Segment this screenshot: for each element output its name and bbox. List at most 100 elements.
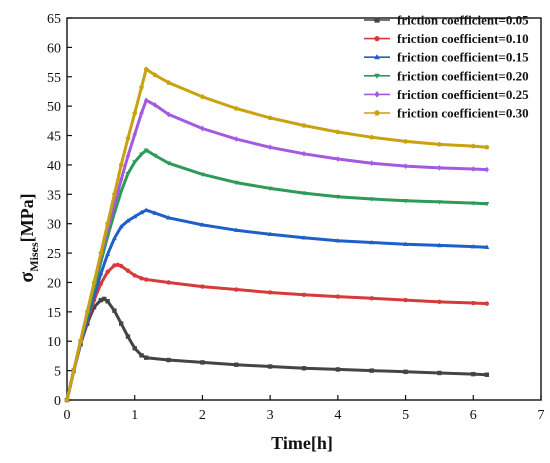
data-point (132, 110, 138, 116)
y-axis-title: σMises[MPa] (16, 193, 41, 282)
data-point (139, 353, 144, 358)
x-tick-label: 7 (538, 408, 545, 423)
data-point (111, 191, 117, 197)
series-4 (64, 148, 490, 403)
data-point (105, 221, 111, 226)
data-point (436, 141, 442, 147)
data-point (118, 162, 124, 168)
data-point (470, 243, 476, 249)
data-point (166, 161, 171, 166)
data-point (233, 180, 239, 186)
legend-item: friction coefficient=0.15 (364, 50, 529, 65)
data-point (166, 280, 171, 285)
data-point (437, 165, 442, 171)
data-point (152, 153, 158, 159)
data-point (199, 94, 205, 99)
legend-marker (374, 109, 380, 116)
data-point (403, 241, 408, 247)
data-point (102, 296, 107, 302)
data-point (105, 299, 110, 304)
data-point (234, 136, 239, 142)
legend-label: friction coefficient=0.05 (397, 13, 529, 28)
y-tick-label: 65 (47, 12, 61, 27)
series-2 (64, 262, 490, 403)
y-tick-label: 30 (47, 218, 61, 233)
data-point (301, 122, 307, 128)
data-point (91, 304, 97, 310)
data-point (437, 370, 442, 376)
data-point (200, 284, 205, 289)
x-tick-label: 5 (402, 408, 409, 423)
legend-label: friction coefficient=0.30 (397, 106, 529, 121)
x-tick-label: 0 (64, 408, 71, 423)
data-point (139, 276, 144, 281)
data-point (403, 138, 409, 144)
data-point (301, 191, 307, 196)
data-point (143, 66, 149, 72)
y-axis-symbol: σ (16, 272, 38, 283)
y-tick-label: 25 (47, 247, 61, 262)
legend-label: friction coefficient=0.10 (397, 31, 529, 46)
data-point (200, 360, 205, 365)
data-point (132, 214, 138, 219)
x-tick-label: 1 (131, 408, 138, 423)
data-point (118, 189, 124, 195)
data-point (233, 227, 239, 232)
data-point (471, 371, 476, 377)
data-point (403, 369, 408, 374)
legend-item: friction coefficient=0.20 (364, 68, 529, 83)
data-point (471, 300, 476, 306)
data-point (369, 160, 374, 167)
data-point (484, 166, 490, 173)
data-point (335, 129, 341, 135)
data-point (152, 102, 158, 108)
y-tick-label: 35 (47, 188, 61, 203)
y-tick-label: 15 (47, 306, 61, 321)
data-point (470, 143, 476, 149)
data-point (139, 110, 144, 117)
data-point (112, 263, 117, 268)
data-point (301, 366, 307, 371)
data-point (267, 231, 273, 237)
data-point (233, 105, 239, 111)
data-point (200, 125, 205, 132)
data-point (144, 355, 149, 360)
data-point (132, 131, 137, 138)
y-tick-label: 55 (47, 71, 61, 86)
data-point (144, 277, 149, 282)
legend-marker (374, 73, 380, 79)
data-point (484, 201, 490, 207)
data-point (166, 357, 171, 363)
data-point (152, 210, 158, 215)
data-point (484, 372, 490, 377)
plot-frame (66, 17, 542, 401)
data-point (369, 197, 375, 202)
data-point (369, 368, 374, 373)
data-point (125, 334, 131, 339)
data-point (369, 296, 374, 301)
legend-item: friction coefficient=0.05 (364, 13, 529, 28)
data-point (369, 239, 375, 245)
data-point (71, 367, 77, 373)
legend: friction coefficient=0.05 friction coeffi… (364, 13, 529, 121)
data-point (335, 156, 341, 162)
legend-marker (374, 91, 380, 98)
data-point (118, 223, 124, 229)
legend-item: friction coefficient=0.25 (364, 87, 529, 102)
y-tick-label: 10 (47, 335, 61, 350)
data-point (125, 218, 131, 223)
data-point (105, 269, 110, 275)
data-point (125, 153, 131, 159)
data-point (118, 263, 124, 269)
legend-marker (374, 54, 380, 60)
y-tick-label: 20 (47, 276, 61, 291)
data-point (139, 152, 144, 157)
x-tick-label: 2 (199, 408, 206, 423)
data-point (64, 397, 70, 403)
data-point (484, 244, 490, 249)
data-point (335, 367, 341, 372)
data-point (437, 242, 442, 248)
